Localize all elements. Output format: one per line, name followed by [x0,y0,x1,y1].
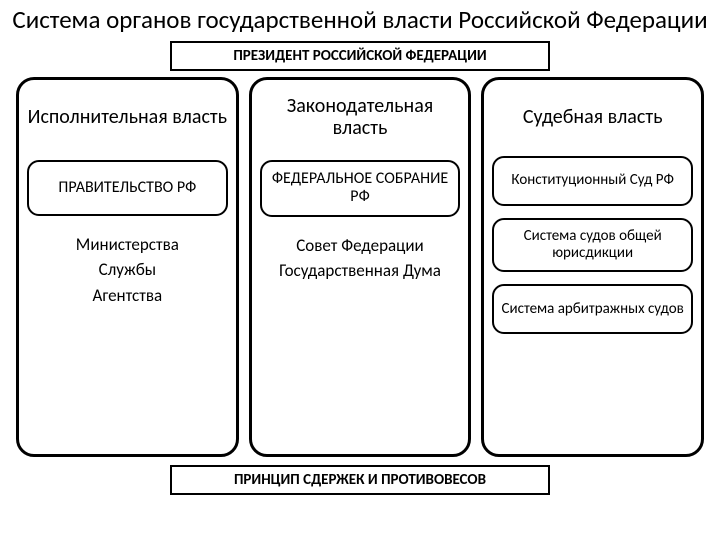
president-box: ПРЕЗИДЕНТ РОССИЙСКОЙ ФЕДЕРАЦИИ [170,41,550,71]
legislative-sub-item: Совет Федерации [260,233,461,259]
executive-sub-item: Службы [27,257,228,283]
executive-sub-item: Министерства [27,232,228,258]
legislative-column: Законодательная власть ФЕДЕРАЛЬНОЕ СОБРА… [249,77,472,457]
judicial-title: Судебная власть [492,90,693,144]
page-title: Система органов государственной власти Р… [10,6,710,35]
judicial-column: Судебная власть Конституционный Суд РФ С… [481,77,704,457]
executive-title: Исполнительная власть [27,90,228,144]
judicial-node: Конституционный Суд РФ [492,156,693,206]
legislative-main-node: ФЕДЕРАЛЬНОЕ СОБРАНИЕ РФ [260,160,461,217]
executive-main-node: ПРАВИТЕЛЬСТВО РФ [27,160,228,216]
executive-column: Исполнительная власть ПРАВИТЕЛЬСТВО РФ М… [16,77,239,457]
executive-sub-list: Министерства Службы Агентства [27,232,228,309]
judicial-node: Система судов общей юрисдикции [492,218,693,273]
executive-sub-item: Агентства [27,283,228,309]
legislative-title: Законодательная власть [260,90,461,144]
footer-principle-box: ПРИНЦИП СДЕРЖЕК И ПРОТИВОВЕСОВ [170,465,550,495]
judicial-node: Система арбитражных судов [492,284,693,334]
branches-row: Исполнительная власть ПРАВИТЕЛЬСТВО РФ М… [10,77,710,457]
legislative-sub-list: Совет Федерации Государственная Дума [260,233,461,284]
legislative-sub-item: Государственная Дума [260,258,461,284]
